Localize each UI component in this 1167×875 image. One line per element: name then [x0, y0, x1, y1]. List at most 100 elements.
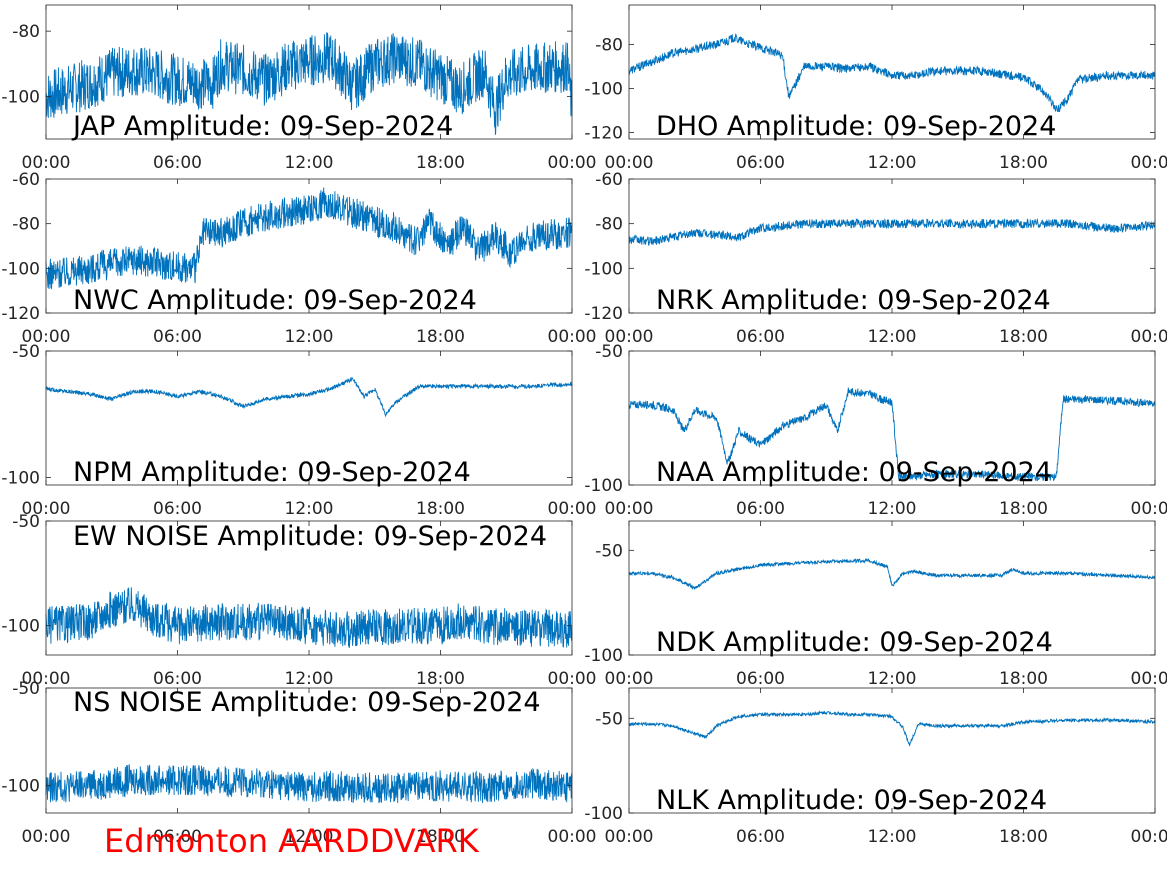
- x-tick-label: 18:00: [416, 153, 465, 173]
- series-line: [45, 764, 573, 804]
- x-tick-label: 06:00: [736, 827, 785, 847]
- chart-title: NPM Amplitude: 09-Sep-2024: [73, 457, 471, 488]
- x-tick-label: 18:00: [416, 499, 465, 519]
- y-tick-label: -60: [12, 170, 40, 190]
- x-tick-label: 18:00: [416, 327, 465, 347]
- series-line: [45, 32, 573, 135]
- series-line: [45, 376, 573, 418]
- x-tick-label: 00:00: [22, 327, 71, 347]
- chart-title: NRK Amplitude: 09-Sep-2024: [656, 285, 1051, 316]
- y-tick-label: -80: [12, 215, 40, 235]
- y-tick-label: -50: [595, 709, 623, 729]
- y-tick-label: -100: [1, 468, 40, 488]
- series-line: [45, 187, 573, 290]
- series-line: [628, 557, 1156, 591]
- y-tick-label: -60: [595, 170, 623, 190]
- x-tick-label: 12:00: [285, 499, 334, 519]
- y-tick-label: -100: [584, 259, 623, 279]
- chart-title: NDK Amplitude: 09-Sep-2024: [656, 627, 1053, 658]
- x-tick-label: 00:00: [548, 827, 597, 847]
- x-tick-label: 00:00: [605, 153, 654, 173]
- x-tick-label: 12:00: [285, 827, 334, 847]
- chart-title: NWC Amplitude: 09-Sep-2024: [73, 285, 477, 316]
- y-tick-label: -100: [1, 88, 40, 108]
- y-tick-label: -50: [595, 342, 623, 362]
- series-line: [628, 33, 1156, 113]
- x-tick-label: 06:00: [153, 327, 202, 347]
- chart-7: -50 -100 00:00 06:00 12:00 18:00 00:00 EW NOISE…: [1, 512, 596, 689]
- x-tick-label: 12:00: [285, 153, 334, 173]
- chart-4: -60-80-100-12000:0006:0012:0018:0000:00N…: [584, 170, 1167, 347]
- chart-title: NS NOISE Amplitude: 09-Sep-2024: [73, 687, 541, 718]
- x-tick-label: 06:00: [736, 153, 785, 173]
- y-tick-label: -100: [584, 79, 623, 99]
- chart-2: -80-100-12000:0006:0012:0018:0000:00DHO …: [584, 4, 1167, 173]
- chart-title: JAP Amplitude: 09-Sep-2024: [71, 111, 453, 142]
- x-tick-label: 12:00: [868, 499, 917, 519]
- x-tick-label: 00:00: [605, 669, 654, 689]
- x-tick-label: 00:00: [548, 499, 597, 519]
- y-tick-label: -100: [1, 259, 40, 279]
- x-tick-label: 12:00: [868, 153, 917, 173]
- x-tick-label: 00:00: [1131, 669, 1167, 689]
- x-tick-label: 12:00: [868, 827, 917, 847]
- x-tick-label: 00:00: [1131, 327, 1167, 347]
- x-tick-label: 06:00: [153, 499, 202, 519]
- y-tick-label: -120: [584, 304, 623, 324]
- y-tick-label: -80: [595, 215, 623, 235]
- x-tick-label: 12:00: [285, 669, 334, 689]
- series-line: [628, 387, 1156, 482]
- x-tick-label: 00:00: [22, 669, 71, 689]
- x-tick-label: 18:00: [999, 153, 1048, 173]
- x-tick-label: 00:00: [22, 827, 71, 847]
- x-tick-label: 06:00: [153, 669, 202, 689]
- chart-title: DHO Amplitude: 09-Sep-2024: [656, 111, 1056, 142]
- y-tick-label: -50: [12, 342, 40, 362]
- x-tick-label: 00:00: [22, 499, 71, 519]
- y-tick-label: -50: [12, 679, 40, 699]
- y-tick-label: -120: [1, 304, 40, 324]
- x-tick-label: 06:00: [736, 499, 785, 519]
- series-line: [628, 710, 1156, 747]
- chart-9: -50 -100 00:00 06:00 12:00 18:00 00:00 NS NOISE…: [1, 679, 596, 847]
- x-tick-label: 18:00: [999, 327, 1048, 347]
- x-tick-label: 00:00: [605, 499, 654, 519]
- chart-title: NLK Amplitude: 09-Sep-2024: [656, 785, 1047, 816]
- y-tick-label: -100: [1, 617, 40, 637]
- x-tick-label: 06:00: [153, 827, 202, 847]
- series-line: [628, 217, 1156, 246]
- x-tick-label: 00:00: [22, 153, 71, 173]
- y-tick-label: -80: [595, 36, 623, 56]
- x-tick-label: 18:00: [416, 827, 465, 847]
- x-tick-label: 00:00: [605, 827, 654, 847]
- x-tick-label: 06:00: [736, 669, 785, 689]
- chart-title: NAA Amplitude: 09-Sep-2024: [656, 457, 1052, 488]
- x-tick-label: 18:00: [999, 499, 1048, 519]
- x-tick-label: 12:00: [868, 327, 917, 347]
- x-tick-label: 00:00: [605, 327, 654, 347]
- x-tick-label: 00:00: [548, 669, 597, 689]
- chart-title: EW NOISE Amplitude: 09-Sep-2024: [73, 521, 547, 552]
- y-tick-label: -50: [12, 512, 40, 532]
- y-tick-label: -50: [595, 541, 623, 561]
- x-tick-label: 12:00: [285, 327, 334, 347]
- x-tick-label: 06:00: [153, 153, 202, 173]
- y-tick-label: -100: [1, 777, 40, 797]
- y-tick-label: -100: [584, 646, 623, 666]
- y-tick-label: -100: [584, 476, 623, 496]
- x-tick-label: 06:00: [736, 327, 785, 347]
- x-tick-label: 00:00: [1131, 499, 1167, 519]
- x-tick-label: 00:00: [548, 153, 597, 173]
- x-tick-label: 18:00: [999, 669, 1048, 689]
- x-tick-label: 18:00: [999, 827, 1048, 847]
- y-tick-label: -120: [584, 123, 623, 143]
- x-tick-label: 00:00: [548, 327, 597, 347]
- y-tick-label: -100: [584, 804, 623, 824]
